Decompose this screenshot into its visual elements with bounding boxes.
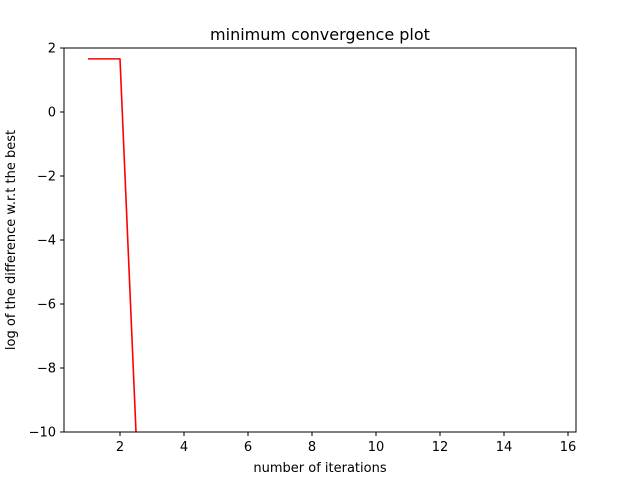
y-tick-label: −4 bbox=[37, 234, 56, 249]
x-tick-label: 6 bbox=[244, 440, 252, 455]
x-tick-label: 16 bbox=[560, 440, 577, 455]
x-tick-label: 2 bbox=[116, 440, 124, 455]
plot-frame bbox=[63, 47, 577, 433]
y-tick-label: −6 bbox=[37, 298, 56, 313]
series-layer bbox=[88, 58, 137, 432]
x-tick-label: 14 bbox=[496, 440, 513, 455]
x-axis-label: number of iterations bbox=[253, 461, 386, 476]
x-tick-label: 12 bbox=[432, 440, 449, 455]
x-tick-label: 10 bbox=[368, 440, 385, 455]
y-tick-label: 2 bbox=[48, 42, 56, 57]
y-tick-label: 0 bbox=[48, 106, 56, 121]
y-axis-label: log of the difference w.r.t the best bbox=[4, 130, 19, 350]
ticks-layer: 2 4 6 8 10 12 14 16 −10 −8 −6 −4 −2 0 2 bbox=[29, 42, 577, 456]
chart-title: minimum convergence plot bbox=[210, 25, 430, 44]
x-tick-label: 8 bbox=[308, 440, 316, 455]
y-tick-label: −8 bbox=[37, 362, 56, 377]
y-tick-label: −2 bbox=[37, 170, 56, 185]
x-tick-label: 4 bbox=[180, 440, 188, 455]
series-line bbox=[88, 58, 137, 432]
y-tick-label: −10 bbox=[29, 426, 56, 441]
